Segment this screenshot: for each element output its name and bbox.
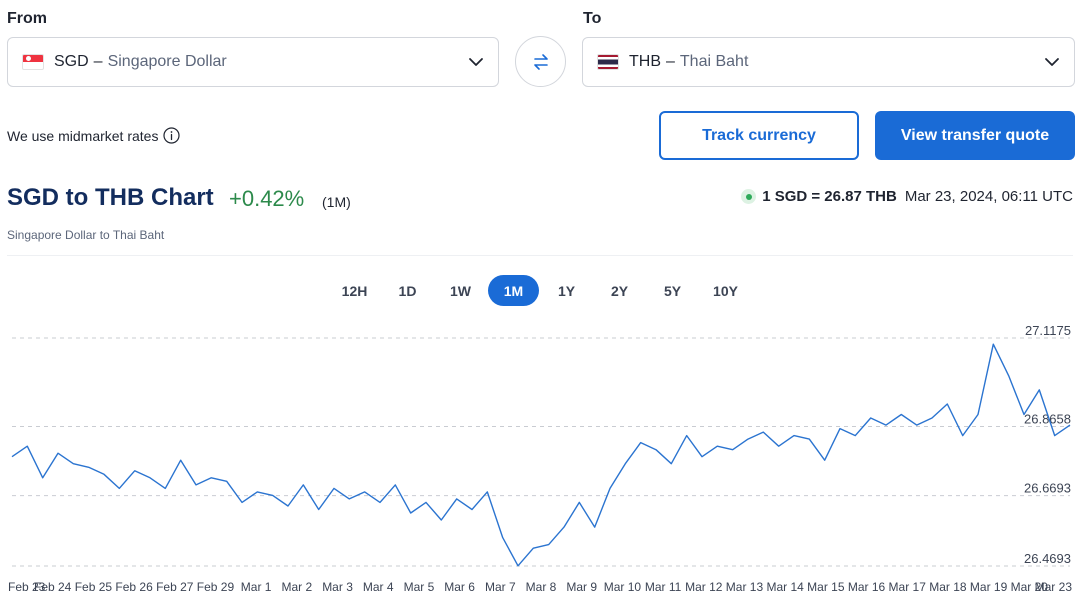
midmarket-text: We use midmarket rates (7, 127, 159, 144)
to-currency-code: THB (629, 53, 661, 70)
range-tab-5y[interactable]: 5Y (663, 282, 682, 299)
live-indicator-icon (741, 189, 757, 204)
x-tick-label: Mar 15 (807, 580, 845, 594)
view-transfer-quote-button[interactable]: View transfer quote (875, 111, 1075, 160)
percent-change: +0.42% (229, 186, 305, 211)
current-rate: 1 SGD = 26.87 THB Mar 23, 2024, 06:11 UT… (741, 188, 1073, 205)
from-currency-select[interactable]: SGD – Singapore Dollar (7, 37, 499, 87)
from-currency-name: Singapore Dollar (107, 53, 227, 70)
range-tab-1w[interactable]: 1W (450, 282, 471, 299)
x-tick-label: Feb 24 (34, 580, 72, 594)
range-tab-12h[interactable]: 12H (341, 282, 368, 299)
change-period: (1M) (322, 194, 351, 210)
to-currency-dash: – (666, 53, 675, 70)
x-tick-label: Mar 9 (566, 580, 597, 594)
chart-title: SGD to THB Chart (7, 184, 214, 211)
to-currency-select[interactable]: THB – Thai Baht (582, 37, 1075, 87)
x-tick-label: Feb 27 (156, 580, 194, 594)
x-tick-label: Mar 2 (282, 580, 313, 594)
y-tick-label: 26.8658 (1024, 412, 1071, 427)
x-tick-label: Mar 13 (726, 580, 764, 594)
chevron-down-icon (469, 58, 483, 66)
x-tick-label: Mar 10 (604, 580, 642, 594)
x-tick-label: Mar 6 (444, 580, 475, 594)
x-tick-label: Mar 4 (363, 580, 394, 594)
x-tick-label: Mar 12 (685, 580, 723, 594)
range-tab-1m[interactable]: 1M (488, 275, 539, 306)
x-tick-label: Mar 23 (1035, 580, 1073, 594)
chart-subtitle: Singapore Dollar to Thai Baht (7, 228, 165, 242)
midmarket-note: We use midmarket rates (7, 127, 181, 144)
x-tick-label: Mar 1 (241, 580, 272, 594)
x-tick-label: Mar 3 (322, 580, 353, 594)
track-currency-button[interactable]: Track currency (659, 111, 859, 160)
range-tab-10y[interactable]: 10Y (713, 282, 738, 299)
divider (7, 255, 1073, 256)
x-tick-label: Mar 20 (1011, 580, 1049, 594)
x-tick-label: Feb 26 (115, 580, 153, 594)
to-currency-name: Thai Baht (679, 53, 749, 70)
x-tick-label: Mar 18 (929, 580, 967, 594)
x-tick-label: Mar 5 (404, 580, 435, 594)
rate-series-line (11, 343, 1071, 567)
x-tick-label: Mar 8 (526, 580, 557, 594)
from-currency-code: SGD (54, 53, 89, 70)
y-tick-label: 26.4693 (1024, 551, 1071, 566)
x-tick-label: Feb 23 (8, 580, 46, 594)
x-tick-label: Mar 14 (766, 580, 804, 594)
chevron-down-icon (1045, 58, 1059, 66)
x-tick-label: Mar 19 (970, 580, 1008, 594)
y-tick-label: 26.6693 (1024, 481, 1071, 496)
to-label: To (583, 10, 602, 27)
range-tab-2y[interactable]: 2Y (610, 282, 629, 299)
from-currency-dash: – (93, 53, 103, 70)
rate-value: 1 SGD = 26.87 THB (762, 188, 897, 205)
swap-arrows-icon (533, 53, 548, 70)
x-tick-label: Feb 29 (197, 580, 235, 594)
info-icon[interactable] (163, 127, 181, 144)
from-label: From (7, 10, 47, 27)
y-tick-label: 27.1175 (1025, 323, 1071, 338)
singapore-flag-icon (22, 54, 44, 70)
x-tick-label: Mar 7 (485, 580, 516, 594)
rate-timestamp: Mar 23, 2024, 06:11 UTC (904, 188, 1073, 205)
x-tick-label: Feb 25 (75, 580, 113, 594)
swap-currencies-button[interactable] (515, 36, 566, 87)
time-range-tabs: 12H 1D 1W 1M 1Y 2Y 5Y 10Y (329, 275, 753, 306)
x-tick-label: Mar 17 (889, 580, 927, 594)
x-tick-label: Mar 11 (645, 580, 682, 594)
thailand-flag-icon (597, 54, 619, 70)
x-tick-label: Mar 16 (848, 580, 886, 594)
range-tab-1y[interactable]: 1Y (557, 282, 576, 299)
range-tab-1d[interactable]: 1D (398, 282, 417, 299)
